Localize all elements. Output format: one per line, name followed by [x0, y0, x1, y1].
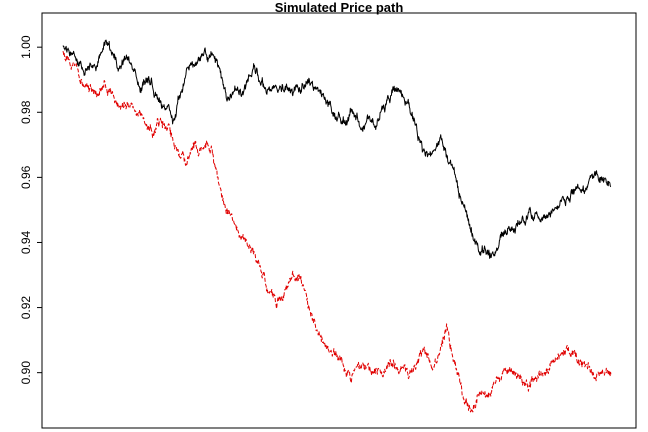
price-series-line-1: [62, 39, 612, 259]
y-tick-label: 0.90: [19, 361, 33, 385]
y-tick-label: 0.98: [19, 100, 33, 124]
y-tick-label: 0.96: [19, 165, 33, 189]
y-axis: 0.90 0.92 0.94 0.96 0.98 1.00: [19, 35, 42, 384]
series-group: [62, 39, 612, 413]
y-tick-label: 0.92: [19, 296, 33, 320]
price-series-line-2: [62, 50, 612, 413]
y-tick-label: 0.94: [19, 230, 33, 254]
plot-frame: [41, 12, 637, 429]
chart-title: Simulated Price path: [275, 0, 404, 15]
y-tick-label: 1.00: [19, 35, 33, 59]
